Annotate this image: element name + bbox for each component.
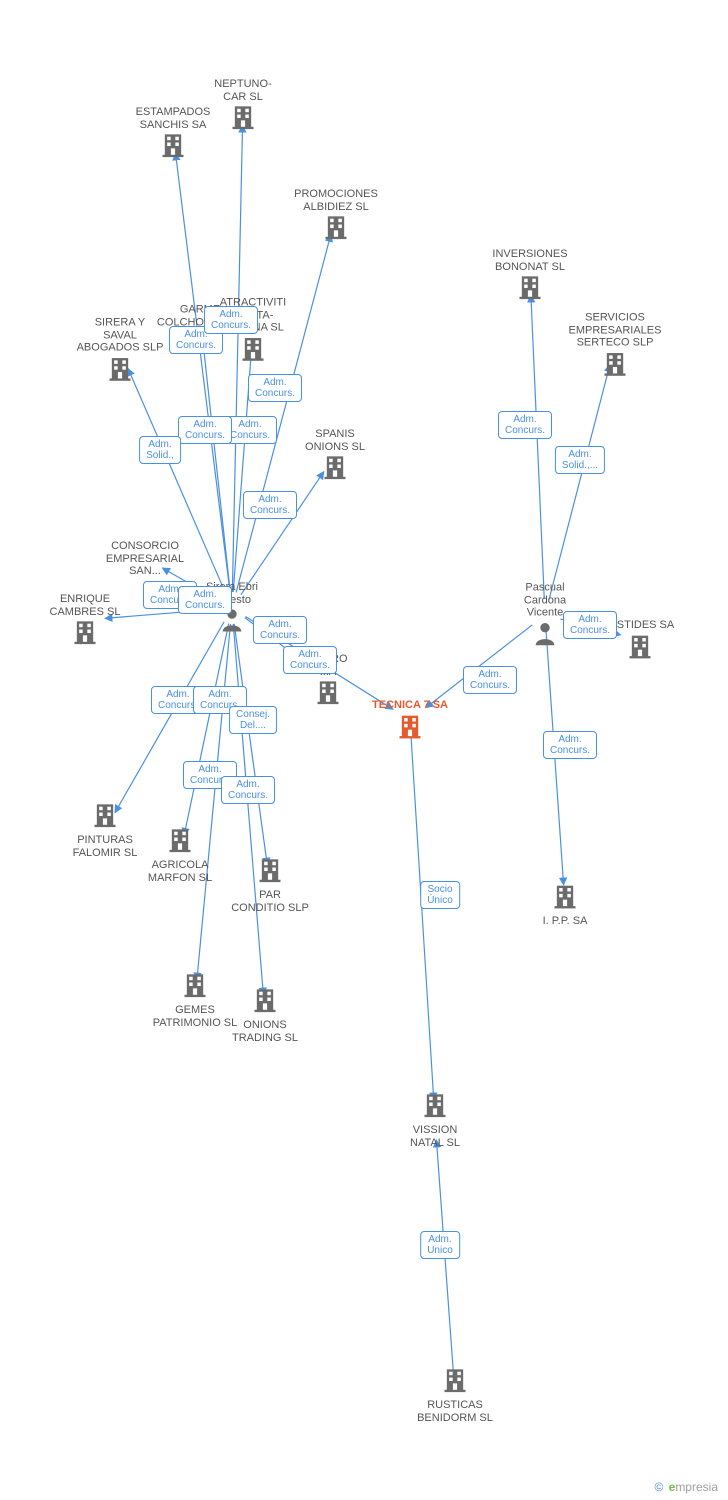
edge bbox=[236, 234, 331, 592]
edge bbox=[202, 335, 230, 592]
edge bbox=[411, 736, 434, 1100]
footer-credit: © empresia bbox=[654, 1480, 718, 1494]
edge bbox=[162, 568, 218, 600]
edge bbox=[115, 622, 224, 813]
edge bbox=[426, 625, 533, 708]
edge bbox=[233, 624, 263, 995]
edge bbox=[531, 295, 544, 599]
copyright-symbol: © bbox=[654, 1480, 663, 1494]
edge bbox=[232, 125, 242, 592]
edge bbox=[245, 618, 312, 668]
edge bbox=[436, 1140, 453, 1379]
edge bbox=[197, 624, 231, 980]
edge bbox=[241, 472, 324, 595]
edge bbox=[128, 368, 226, 593]
brand-rest: mpresia bbox=[675, 1480, 718, 1494]
edge bbox=[105, 609, 216, 618]
edge bbox=[233, 350, 251, 592]
edge bbox=[184, 624, 229, 836]
edge bbox=[246, 617, 394, 710]
edge bbox=[549, 364, 610, 599]
edge bbox=[546, 631, 564, 885]
network-canvas bbox=[0, 0, 728, 1500]
edge bbox=[234, 624, 267, 865]
edge bbox=[560, 619, 620, 635]
edge bbox=[175, 153, 230, 592]
